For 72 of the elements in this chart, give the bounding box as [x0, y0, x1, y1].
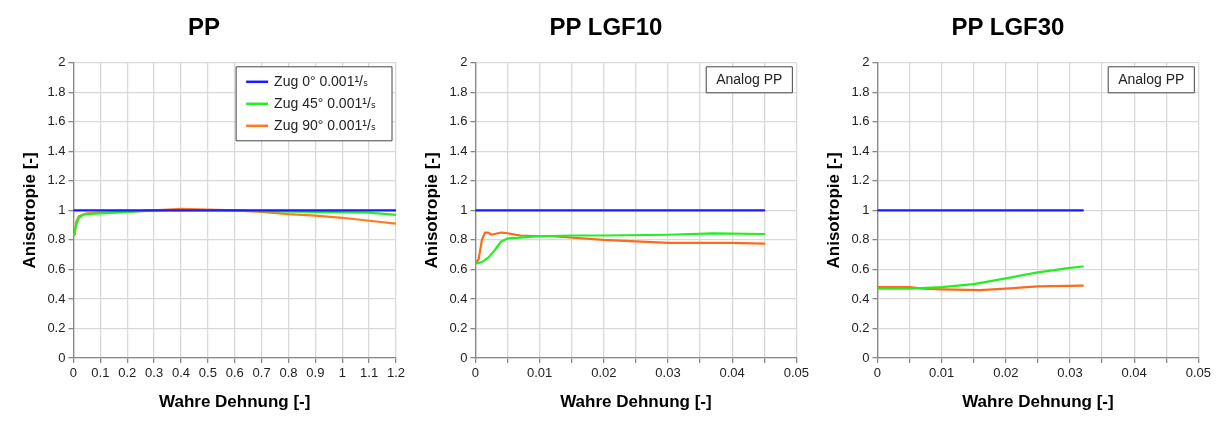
- y-tick-label: 1.6: [449, 113, 468, 129]
- x-tick-label: 0.2: [118, 365, 137, 381]
- legend-label: Zug 45° 0.001¹/ₛ: [274, 94, 377, 111]
- x-tick-label: 0.04: [1121, 365, 1147, 381]
- x-tick-label: 0.05: [783, 365, 810, 381]
- y-tick-label: 2: [862, 54, 870, 70]
- x-tick-label: 0.9: [306, 365, 325, 381]
- y-tick-label: 1.8: [449, 83, 468, 99]
- y-tick-label: 1.2: [851, 172, 870, 188]
- x-tick-label: 0: [873, 365, 882, 381]
- y-tick-label: 1.8: [851, 83, 870, 99]
- y-axis-title: Anisotropie [-]: [823, 152, 843, 269]
- y-tick-label: 0.6: [47, 261, 66, 277]
- y-tick-label: 1.4: [851, 142, 870, 158]
- x-tick-label: 0.5: [198, 365, 217, 381]
- x-tick-label: 0: [69, 365, 78, 381]
- x-tick-label: 0.03: [1057, 365, 1083, 381]
- x-tick-label: 0.02: [993, 365, 1019, 381]
- x-tick-label: 0.1: [91, 365, 110, 381]
- chart-title: PP LGF30: [951, 13, 1065, 41]
- x-axis-title: Wahre Dehnung [-]: [962, 392, 1114, 412]
- y-tick-label: 1.2: [449, 172, 468, 188]
- y-tick-label: 0.8: [449, 231, 468, 247]
- y-tick-label: 1.6: [47, 113, 66, 129]
- y-tick-label: 0: [58, 349, 66, 365]
- y-tick-label: 1: [862, 201, 870, 217]
- y-tick-label: 1: [58, 201, 66, 217]
- x-tick-label: 1: [338, 365, 346, 381]
- y-tick-label: 0.2: [851, 320, 870, 336]
- y-tick-label: 0: [862, 349, 870, 365]
- x-tick-label: 0.8: [279, 365, 298, 381]
- x-tick-label: 1.2: [386, 365, 406, 381]
- y-tick-label: 0.2: [47, 320, 66, 336]
- y-tick-label: 0.8: [47, 231, 66, 247]
- legend-label: Zug 0° 0.001¹/ₛ: [274, 72, 369, 89]
- x-tick-label: 0.04: [719, 365, 745, 381]
- chart-title: PP LGF10: [549, 13, 663, 41]
- y-tick-label: 0.4: [47, 290, 66, 306]
- chart-title: PP: [187, 13, 221, 41]
- x-tick-label: 1.1: [360, 365, 379, 381]
- y-tick-label: 1.6: [851, 113, 870, 129]
- y-tick-label: 0.2: [449, 320, 468, 336]
- x-tick-label: 0.01: [928, 365, 955, 381]
- legend-label: Zug 90° 0.001¹/ₛ: [274, 116, 377, 133]
- y-tick-label: 1.8: [47, 83, 66, 99]
- x-tick-label: 0.7: [252, 365, 271, 381]
- x-tick-label: 0.4: [171, 365, 191, 381]
- y-tick-label: 0.4: [851, 290, 870, 306]
- y-tick-label: 0.6: [449, 261, 468, 277]
- y-axis-title: Anisotropie [-]: [421, 152, 441, 269]
- x-axis-title: Wahre Dehnung [-]: [159, 392, 311, 412]
- y-tick-label: 0: [460, 349, 468, 365]
- x-tick-label: 0.3: [145, 365, 164, 381]
- y-tick-label: 0.8: [851, 231, 870, 247]
- x-tick-label: 0.02: [591, 365, 617, 381]
- y-tick-label: 2: [460, 54, 468, 70]
- x-tick-label: 0.05: [1185, 365, 1212, 381]
- y-tick-label: 1: [460, 201, 468, 217]
- x-tick-label: 0: [471, 365, 480, 381]
- annotation: Analog PP: [1118, 70, 1185, 87]
- x-tick-label: 0.6: [225, 365, 244, 381]
- y-tick-label: 1.4: [47, 142, 66, 158]
- y-axis-title: Anisotropie [-]: [19, 152, 39, 269]
- y-tick-label: 1.4: [449, 142, 468, 158]
- x-tick-label: 0.01: [526, 365, 553, 381]
- y-tick-label: 1.2: [47, 172, 66, 188]
- x-tick-label: 0.03: [655, 365, 681, 381]
- y-tick-label: 0.6: [851, 261, 870, 277]
- annotation: Analog PP: [716, 70, 783, 87]
- y-tick-label: 2: [58, 54, 66, 70]
- x-axis-title: Wahre Dehnung [-]: [560, 392, 712, 412]
- y-tick-label: 0.4: [449, 290, 468, 306]
